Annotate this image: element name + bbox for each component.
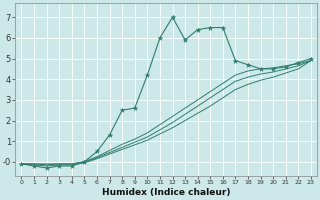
X-axis label: Humidex (Indice chaleur): Humidex (Indice chaleur)	[102, 188, 230, 197]
